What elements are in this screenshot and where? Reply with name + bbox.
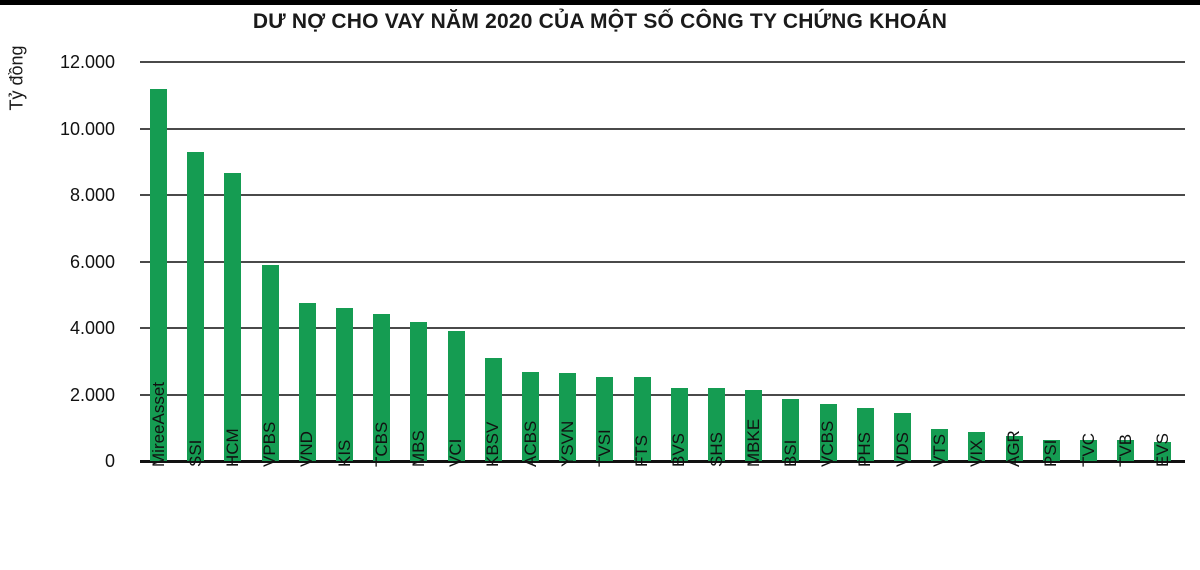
gridline bbox=[140, 194, 1185, 196]
bar-TCBS bbox=[373, 313, 391, 461]
top-border-rule bbox=[0, 0, 1200, 5]
bar-AGR bbox=[1005, 435, 1023, 461]
bar-BVS bbox=[670, 387, 688, 461]
gridline bbox=[140, 127, 1185, 130]
bar-KBSV bbox=[484, 357, 502, 461]
y-tick-label: 8.000 bbox=[69, 185, 115, 205]
gridline bbox=[140, 327, 1185, 329]
bar-PSI bbox=[1042, 439, 1060, 461]
bar-EVS bbox=[1154, 442, 1172, 461]
bar-VCBS bbox=[819, 404, 837, 461]
y-tick-label: 0 bbox=[104, 451, 115, 471]
bar-MireeAsset bbox=[150, 88, 167, 461]
bar-HCM bbox=[224, 173, 242, 461]
bar-FTS bbox=[633, 377, 651, 461]
y-tick-label: 6.000 bbox=[69, 251, 115, 272]
bar-TVC bbox=[1080, 439, 1097, 461]
bar-VIX bbox=[968, 431, 986, 461]
y-axis-title: Tỷ đồng bbox=[6, 45, 27, 111]
bar-VND bbox=[298, 303, 316, 461]
bar-VDS bbox=[894, 412, 911, 461]
y-tick-label: 2.000 bbox=[69, 384, 115, 405]
y-tick-label: 12.000 bbox=[59, 52, 115, 72]
bar-VPBS bbox=[261, 265, 279, 461]
bar-MBS bbox=[410, 322, 428, 461]
bar-PHS bbox=[856, 408, 874, 461]
bar-YSVN bbox=[559, 372, 577, 461]
bar-VTS bbox=[931, 429, 949, 461]
bar-BSI bbox=[782, 399, 800, 461]
bar-SSI bbox=[187, 151, 205, 461]
bar-ACBS bbox=[522, 372, 539, 461]
y-tick-label: 10.000 bbox=[59, 118, 115, 139]
chart-title: DƯ NỢ CHO VAY NĂM 2020 CỦA MỘT SỐ CÔNG T… bbox=[252, 10, 948, 33]
bar-KIS bbox=[336, 307, 353, 461]
y-tick-label: 4.000 bbox=[69, 318, 115, 338]
gridline bbox=[140, 260, 1185, 263]
bar-SHS bbox=[708, 387, 725, 461]
bar-VCI bbox=[447, 330, 465, 461]
bar-TVB bbox=[1117, 440, 1135, 461]
bar-MBKE bbox=[745, 389, 763, 461]
gridline bbox=[140, 61, 1185, 63]
bar-TVSI bbox=[596, 376, 614, 461]
x-axis-line bbox=[140, 460, 1185, 463]
gridline bbox=[140, 393, 1185, 396]
